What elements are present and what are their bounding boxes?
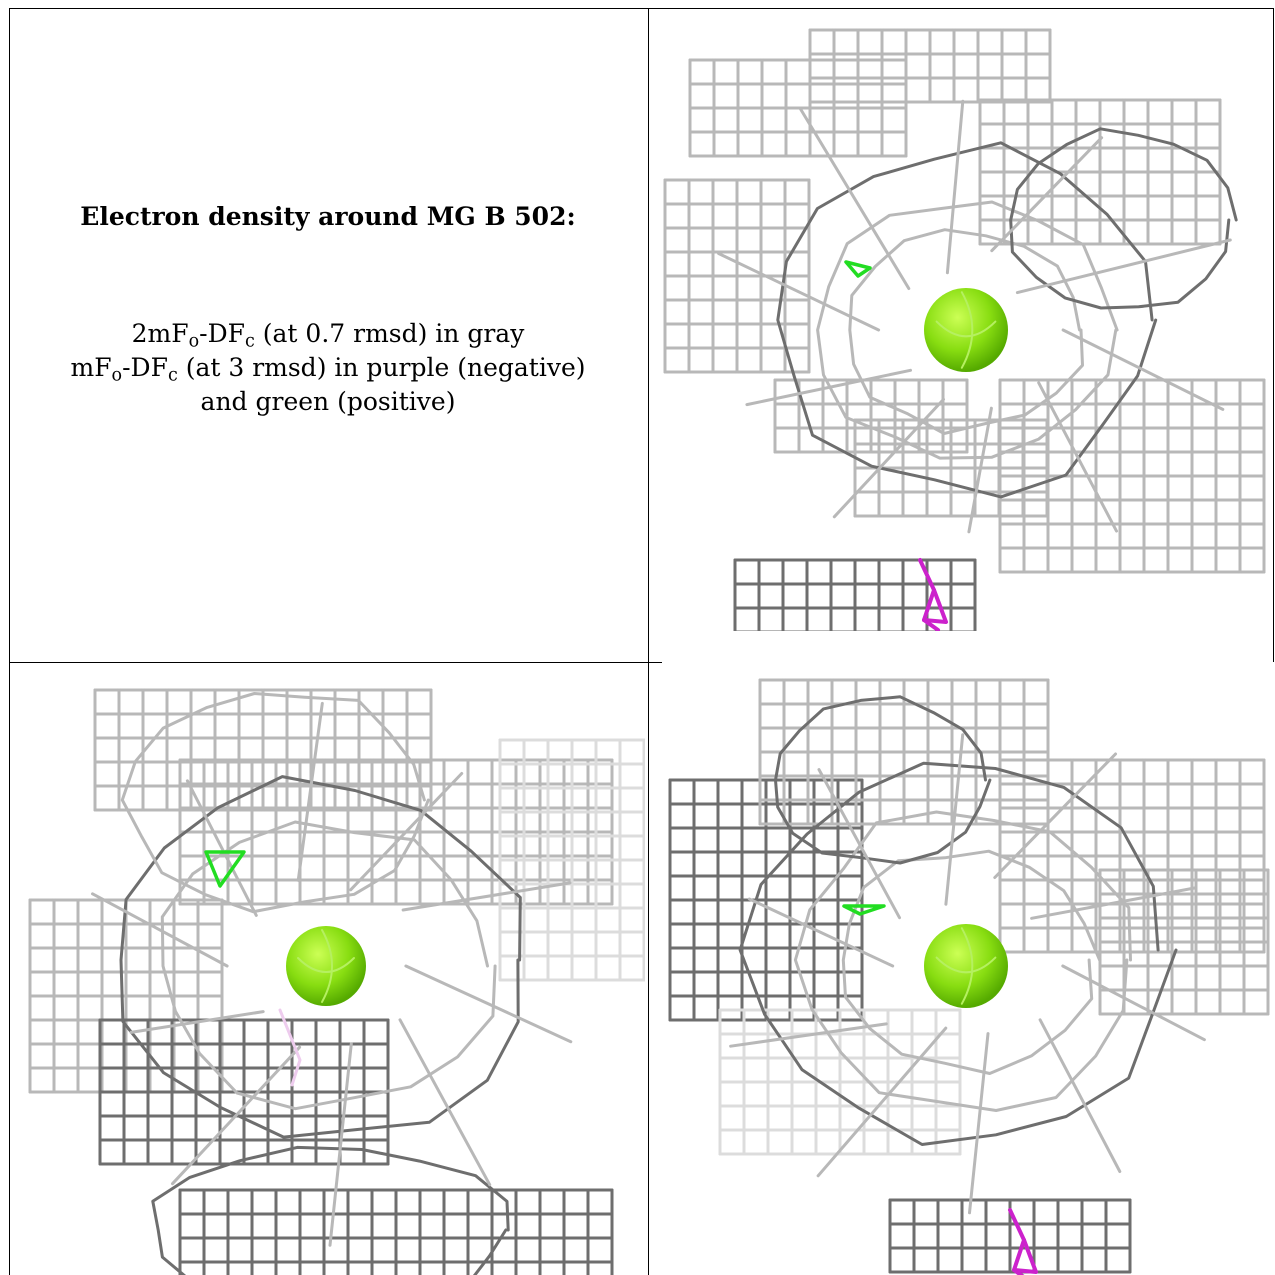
mg-ion-sphere [286, 926, 366, 1006]
map2-prefix: mF [70, 353, 112, 382]
mesh-strand [404, 964, 573, 1044]
map2-legend: mFo-DFc (at 3 rmsd) in purple (negative) [10, 352, 646, 384]
negative-difference-density [1008, 1208, 1026, 1275]
density-view-3 [668, 678, 1270, 1275]
map1-sub2: c [245, 331, 255, 352]
mg-ion-highlight [935, 320, 997, 338]
mesh-strand [185, 779, 258, 917]
mesh-strand [129, 1010, 265, 1034]
mesh-strand [1037, 381, 1118, 533]
positive-difference-density [844, 260, 872, 278]
map1-prefix: 2mF [131, 319, 189, 348]
mg-ion-highlight [297, 957, 355, 973]
map2-legend-continued: and green (positive) [200, 387, 456, 416]
negative-difference-density [1012, 1238, 1038, 1274]
mesh-contour [776, 141, 1158, 499]
border-middle [648, 8, 649, 1275]
negative-difference-density-faint [278, 1008, 302, 1087]
mesh-strand [1061, 964, 1206, 1042]
mg-ion-sphere [924, 288, 1008, 372]
mesh-contour [120, 692, 430, 914]
mesh-strand [171, 1045, 302, 1186]
mesh-strand [1015, 238, 1232, 295]
mesh-contour [1009, 127, 1238, 310]
mesh-contour [793, 810, 1132, 1112]
border-mid-left [9, 662, 662, 663]
density-view-2 [28, 688, 645, 1275]
mesh-strand [398, 1018, 492, 1187]
mesh-contour [738, 761, 1178, 1146]
mesh-strand [968, 1032, 990, 1215]
mesh-strand [993, 752, 1117, 879]
map2-middle: -DF [122, 353, 168, 382]
mesh-contour [848, 228, 1084, 435]
mesh-strand [91, 892, 229, 968]
positive-difference-density [204, 850, 246, 888]
mesh-contour [816, 200, 1119, 460]
negative-difference-density [922, 588, 948, 624]
mesh-contour [119, 775, 522, 1139]
map1-legend: 2mFo-DFc (at 0.7 rmsd) in gray [10, 318, 646, 350]
mesh-strand [1030, 886, 1197, 920]
mesh-strand [944, 733, 965, 906]
negative-difference-density [918, 558, 940, 631]
map2-sub1: o [111, 365, 123, 386]
mg-ion-highlight [960, 291, 974, 369]
mesh-strand [1038, 1018, 1122, 1173]
mesh-strand [349, 772, 464, 892]
mesh-strand [729, 1022, 888, 1048]
mesh-contour [160, 820, 497, 1111]
caption-cell: Electron density around MG B 502: 2mFo-D… [10, 0, 646, 660]
mesh-contour [774, 695, 992, 865]
map1-sub1: o [188, 331, 200, 352]
mg-ion-highlight [321, 929, 333, 1003]
mesh-strand [745, 368, 912, 407]
mesh-strand [990, 136, 1104, 253]
map2-suffix: (at 3 rmsd) in purple (negative) [177, 353, 586, 382]
mesh-strand [296, 701, 324, 882]
mesh-strand [832, 397, 945, 519]
figure-title: Electron density around MG B 502: [80, 202, 576, 231]
mesh-strand [967, 406, 993, 534]
map1-suffix: (at 0.7 rmsd) in gray [254, 319, 525, 348]
mesh-contour [841, 849, 1102, 1075]
mesh-contour [151, 1145, 510, 1275]
mesh-strand [1061, 328, 1225, 411]
map2-sub2: c [167, 365, 178, 386]
mg-ion-highlight [960, 927, 974, 1005]
positive-difference-density [842, 904, 886, 916]
mesh-strand [816, 1026, 948, 1178]
density-view-1 [663, 28, 1266, 631]
mesh-strand [401, 881, 572, 912]
mesh-strand [747, 897, 895, 968]
mesh-strand [798, 107, 911, 290]
mg-ion-sphere [924, 924, 1008, 1008]
mesh-strand [717, 252, 881, 332]
border-right [1273, 8, 1274, 662]
map1-middle: -DF [199, 319, 245, 348]
border-left [9, 8, 10, 1275]
border-top [9, 8, 1274, 9]
mesh-strand [328, 1042, 353, 1247]
mesh-strand [817, 768, 901, 920]
mg-ion-highlight [935, 956, 997, 974]
mesh-strand [945, 99, 965, 275]
